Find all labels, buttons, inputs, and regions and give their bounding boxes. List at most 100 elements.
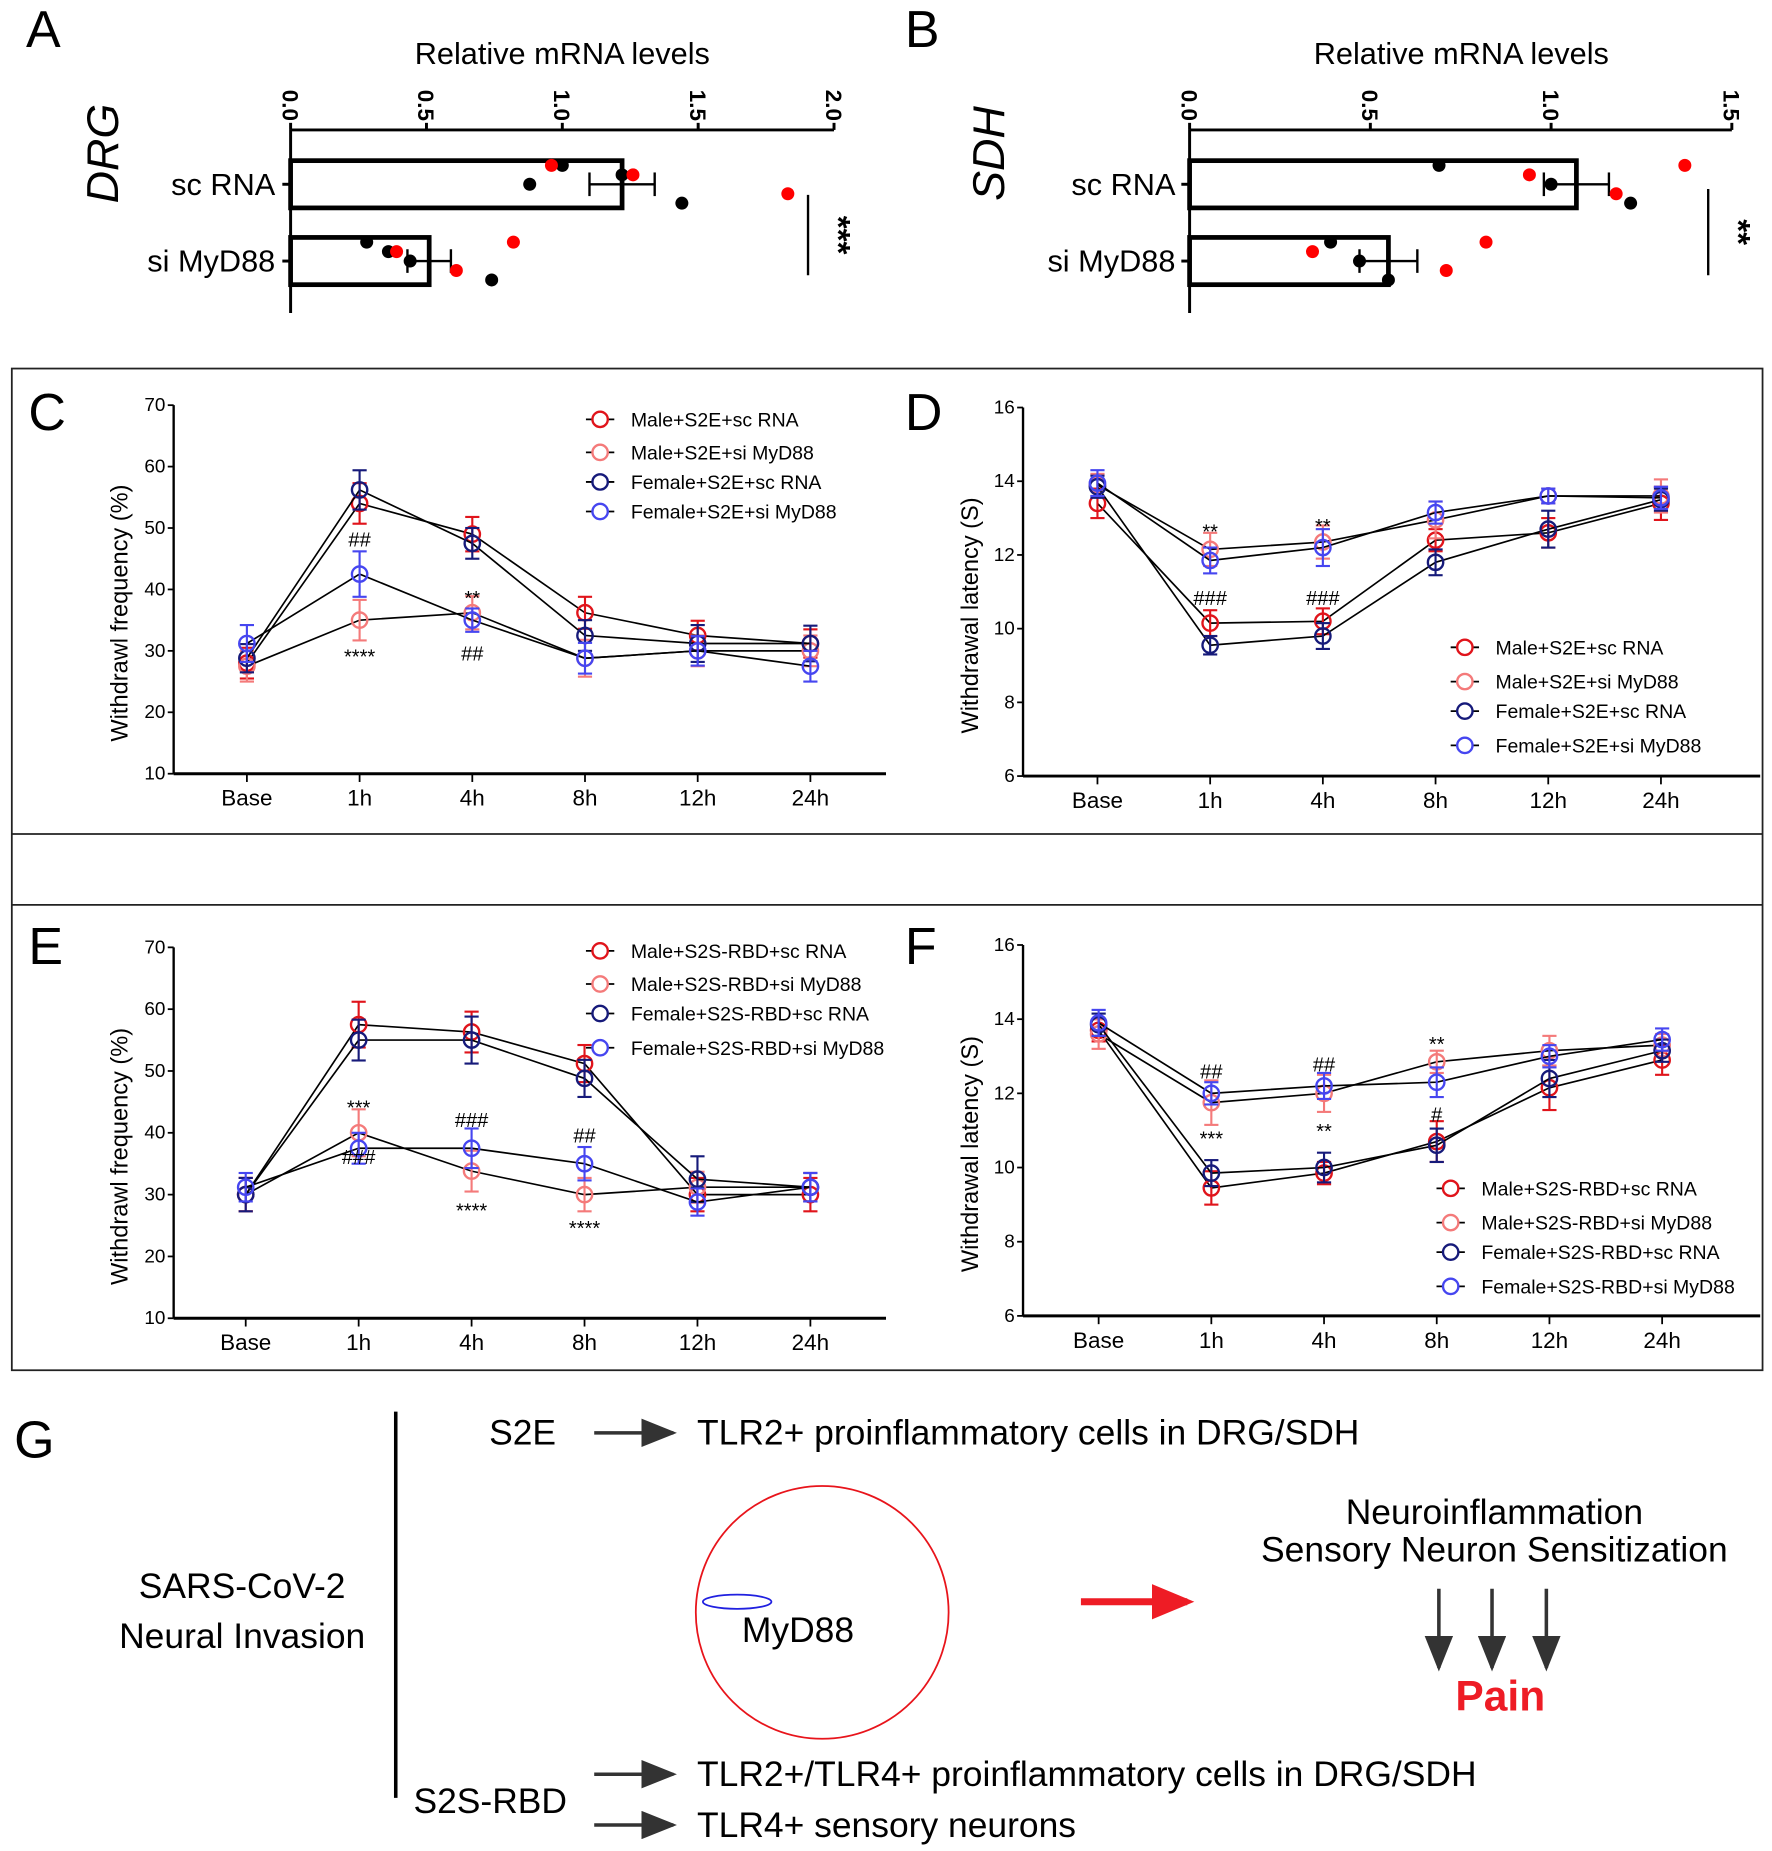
legend-label: Male+S2E+sc RNA xyxy=(1496,637,1664,659)
data-point xyxy=(801,657,820,676)
x-tick-label: 1.5 xyxy=(685,90,710,121)
data-point xyxy=(1540,1069,1559,1088)
series-male-s2s-rbd-sc-rna xyxy=(1089,1018,1671,1206)
y-tick-label: 60 xyxy=(144,999,165,1020)
legend-marker xyxy=(591,975,609,993)
data-point xyxy=(1539,520,1558,539)
x-tick-label: 8h xyxy=(1424,1328,1449,1353)
data-point xyxy=(350,611,369,630)
legend-label: Female+S2E+sc RNA xyxy=(631,472,822,494)
line-chart-d: 6 8 10 12 14 16 Withdrawal latency (S) Base 1h 4h… xyxy=(958,397,1761,813)
x-tick-label: 2.0 xyxy=(821,90,846,121)
series-line xyxy=(1096,502,1662,624)
y-tick-label: 30 xyxy=(144,1185,165,1206)
legend-label: Male+S2E+sc RNA xyxy=(631,409,799,431)
data-point xyxy=(576,649,594,668)
data-point xyxy=(1522,168,1536,182)
significance-label: ** xyxy=(1202,522,1218,544)
series-male-s2e-sc-rna xyxy=(1088,485,1670,638)
x-tick-label: 0.5 xyxy=(413,90,438,121)
significance-label: *** xyxy=(347,1097,371,1119)
x-tick-label: 12h xyxy=(1531,1328,1568,1353)
x-tick-label: 8h xyxy=(573,786,598,811)
legend-label: Female+S2S-RBD+sc RNA xyxy=(631,1004,869,1026)
x-tick-label: Base xyxy=(221,786,272,811)
data-point xyxy=(1088,474,1107,492)
y-tick-label: 70 xyxy=(144,937,165,958)
x-tick-label: 1h xyxy=(346,1330,371,1355)
legend-label: Male+S2S-RBD+si MyD88 xyxy=(631,974,862,996)
legend-label: Female+S2S-RBD+si MyD88 xyxy=(631,1038,884,1060)
data-point xyxy=(781,187,795,201)
bar-chart-a: Relative mRNA levels DRG 0.0 0.5 1.0 1.5 2.0 sc… xyxy=(77,36,856,314)
data-point xyxy=(1313,538,1332,557)
line-chart-c: 10 20 30 40 50 60 70 Withdrawl frequency (%) Bas… xyxy=(108,395,886,811)
x-tick-label: 4h xyxy=(460,786,485,811)
y-tick-label: 30 xyxy=(144,641,165,662)
data-point xyxy=(349,1031,368,1049)
series-line xyxy=(1098,1022,1663,1095)
x-tick-label: 1.5 xyxy=(1719,90,1744,121)
data-point xyxy=(1089,1014,1108,1032)
series-female-s2s-rbd-si-myd88 xyxy=(236,1127,820,1217)
y-tick-label: 10 xyxy=(144,764,165,785)
data-point xyxy=(544,158,558,172)
source-line-2: Neural Invasion xyxy=(119,1616,365,1656)
data-point xyxy=(1381,273,1395,287)
data-point xyxy=(349,1139,368,1158)
data-point xyxy=(449,264,463,278)
y-axis-label: DRG xyxy=(77,104,128,204)
outcome-line-1: Neuroinflammation xyxy=(1346,1492,1643,1532)
legend-marker xyxy=(1441,1243,1460,1261)
x-tick-label: 1.0 xyxy=(1538,90,1563,121)
legend-marker xyxy=(591,502,609,521)
significance-label: ** xyxy=(1316,1121,1332,1143)
x-tick-label: 8h xyxy=(572,1330,597,1355)
series-line xyxy=(1097,484,1661,551)
y-tick-label: 14 xyxy=(994,1009,1015,1030)
legend-label: Male+S2E+si MyD88 xyxy=(1496,672,1679,694)
y-axis-label: Withdrawl frequency (%) xyxy=(108,1028,134,1285)
significance-label: ### xyxy=(1193,588,1227,610)
x-tick-label: 4h xyxy=(1310,788,1335,813)
y-tick-label: 10 xyxy=(144,1308,165,1329)
cell-circle xyxy=(694,1485,950,1740)
data-point xyxy=(350,565,369,583)
significance-label: ### xyxy=(342,1147,376,1169)
significance-label: ** xyxy=(1315,516,1331,538)
x-tick-label: 1h xyxy=(1199,1328,1224,1353)
data-point xyxy=(360,235,374,249)
y-tick-label: 40 xyxy=(144,579,165,600)
line-chart-f: 6 8 10 12 14 16 Withdrawal latency (S) Base 1h 4h… xyxy=(958,935,1761,1353)
y-tick-label: 16 xyxy=(994,397,1015,418)
series-line xyxy=(1097,1024,1663,1174)
data-point xyxy=(1544,177,1558,191)
data-point xyxy=(1202,1164,1221,1182)
source-line-1: SARS-CoV-2 xyxy=(139,1566,346,1606)
data-point xyxy=(1426,553,1445,572)
x-tick-label: 0.0 xyxy=(1176,90,1201,121)
data-point xyxy=(688,1193,707,1211)
data-point xyxy=(615,168,629,182)
x-tick-label: 1.0 xyxy=(549,90,574,121)
legend-marker xyxy=(591,443,609,462)
y-axis-label: Withdrawl frequency (%) xyxy=(108,484,134,741)
series-line xyxy=(246,573,811,668)
x-tick-label: 12h xyxy=(679,786,716,811)
significance-label: # xyxy=(1431,1104,1443,1126)
x-tick-label: 4h xyxy=(459,1330,484,1355)
y-tick-label: 50 xyxy=(144,518,165,539)
y-tick-label: 6 xyxy=(1004,1306,1015,1327)
panel-label-f: F xyxy=(905,918,937,976)
data-point xyxy=(506,235,520,249)
series-female-s2s-rbd-sc-rna xyxy=(1089,1012,1671,1188)
data-point xyxy=(1306,245,1320,259)
data-point xyxy=(238,634,256,653)
x-tick-label: 24h xyxy=(792,786,829,811)
significance-label: **** xyxy=(344,646,375,668)
legend-marker xyxy=(1441,1179,1460,1198)
data-point xyxy=(1652,488,1670,507)
data-point xyxy=(1678,158,1692,172)
s2s-target-1: TLR2+/TLR4+ proinflammatory cells in DRG… xyxy=(697,1754,1477,1794)
data-point xyxy=(1439,264,1453,278)
